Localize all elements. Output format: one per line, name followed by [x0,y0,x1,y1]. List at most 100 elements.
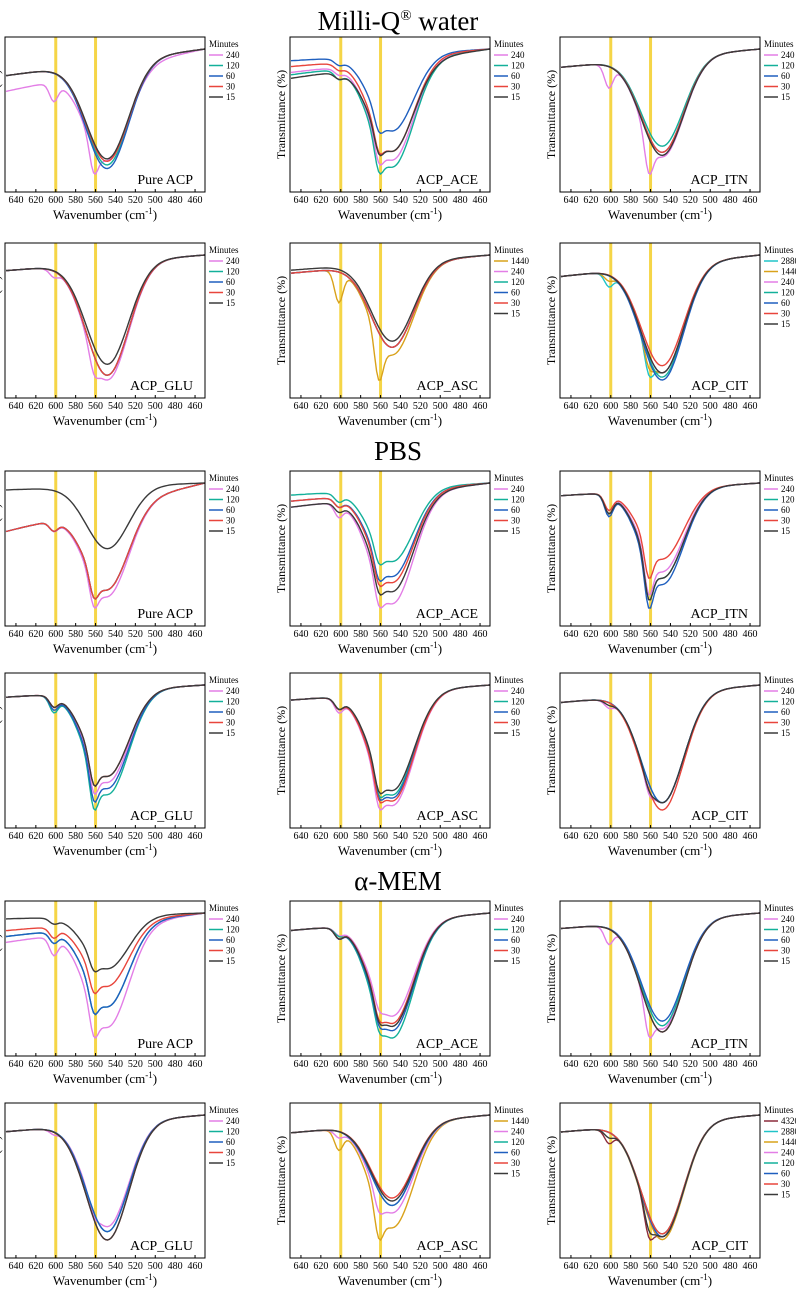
series-line-120 [5,482,206,600]
x-tick-label: 620 [28,1059,43,1070]
x-tick-label: 520 [683,1059,698,1070]
series-line-240 [5,48,206,175]
legend-entry: 120 [226,1127,240,1137]
x-tick-label: 520 [683,831,698,842]
plot-frame [4,1102,206,1259]
spectrum-panel: 640 620 600 580 560 540 520 500 480 460 Wavenumber… [544,1102,796,1288]
x-tick-label: 580 [623,629,638,640]
sample-label: ACP_GLU [130,379,193,394]
x-tick-label: 480 [453,629,468,640]
series-line-15 [560,1114,761,1238]
plot-frame [4,470,206,627]
section-title-text: α-MEM [354,866,442,896]
x-axis-label: Wavenumber (cm-1) [53,842,157,858]
series-line-120 [290,1114,491,1207]
x-tick-label: 620 [313,1059,328,1070]
x-tick-label: 600 [603,195,618,206]
legend-entry: 120 [511,1137,525,1147]
x-tick-label: 640 [293,401,308,412]
legend-entry: 60 [781,71,791,81]
x-tick-label: 480 [168,831,183,842]
legend-title: Minutes [209,903,239,913]
sample-label: Pure ACP [137,1037,193,1052]
x-tick-label: 520 [683,401,698,412]
legend-title: Minutes [764,245,794,255]
x-axis-label: Wavenumber (cm-1) [338,1070,442,1086]
y-axis-label: Transmittance (%) [0,706,3,795]
legend-entry: 240 [226,1116,240,1126]
y-axis-label: Transmittance (%) [0,1136,3,1225]
y-axis-label: Transmittance (%) [0,504,3,593]
series-line-240 [560,1114,761,1238]
x-tick-label: 620 [28,629,43,640]
sample-label: Pure ACP [137,173,193,188]
series-line-240 [290,48,491,167]
x-tick-label: 520 [128,1059,143,1070]
legend-entry: 240 [511,50,525,60]
legend-entry: 30 [511,516,521,526]
x-tick-label: 600 [333,1059,348,1070]
legend-entry: 1440 [511,256,530,266]
legend-entry: 240 [781,686,795,696]
x-tick-label: 620 [583,401,598,412]
legend-entry: 15 [781,319,791,329]
legend-entry: 120 [511,61,525,71]
x-tick-label: 640 [293,195,308,206]
legend-entry: 120 [781,697,795,707]
x-tick-label: 540 [663,401,678,412]
sample-label: ACP_CIT [691,809,748,824]
plot-frame [559,470,761,627]
y-axis-label: Transmittance (%) [274,706,288,795]
x-tick-label: 600 [48,831,63,842]
x-tick-label: 560 [373,1261,388,1272]
x-tick-label: 620 [583,629,598,640]
section-title-text: Milli-Q [317,6,401,36]
x-tick-label: 620 [583,195,598,206]
x-tick-label: 480 [168,401,183,412]
x-axis-label: Wavenumber (cm-1) [338,842,442,858]
plot-frame [4,36,206,193]
legend-entry: 120 [511,697,525,707]
x-tick-label: 540 [108,831,123,842]
section-title-rest: water [411,6,479,36]
legend-entry: 60 [511,935,521,945]
series-line-30 [290,684,491,804]
series-line-4320 [560,1114,761,1241]
legend-title: Minutes [494,39,524,49]
sample-label: ACP_GLU [130,809,193,824]
series-line-60 [560,684,761,804]
x-tick-label: 480 [453,831,468,842]
series-line-60 [290,684,491,801]
x-tick-label: 620 [28,1261,43,1272]
x-axis-label: Wavenumber (cm-1) [608,1272,712,1288]
series-line-30 [290,1114,491,1199]
y-axis-label: Transmittance (%) [274,934,288,1023]
plot-frame [4,672,206,829]
x-tick-label: 560 [373,629,388,640]
legend-entry: 30 [511,946,521,956]
legend-entry: 30 [511,298,521,308]
section-title-pbs: PBS [0,436,796,466]
x-tick-label: 560 [373,1059,388,1070]
series-line-120 [290,684,491,799]
y-axis-label: Transmittance (%) [544,276,558,365]
sample-label: ACP_ITN [690,1037,748,1052]
x-tick-label: 460 [743,629,758,640]
plot-frame [289,470,491,627]
legend-entry: 240 [781,50,795,60]
legend-entry: 120 [226,495,240,505]
series-line-30 [5,684,206,788]
legend-entry: 15 [781,1190,791,1200]
x-tick-label: 620 [583,831,598,842]
series-line-15 [560,684,761,804]
legend-entry: 120 [226,697,240,707]
x-tick-label: 460 [743,195,758,206]
series-line-240 [560,254,761,374]
legend-entry: 240 [781,914,795,924]
plot-frame [559,1102,761,1259]
spectrum-panel: 640 620 600 580 560 540 520 500 480 460 Wavenumber… [274,900,525,1086]
series-line-60 [560,482,761,609]
x-tick-label: 540 [108,1059,123,1070]
x-tick-label: 640 [563,195,578,206]
spectrum-panel: 640 620 600 580 560 540 520 500 480 460 Wavenumber… [544,36,795,222]
